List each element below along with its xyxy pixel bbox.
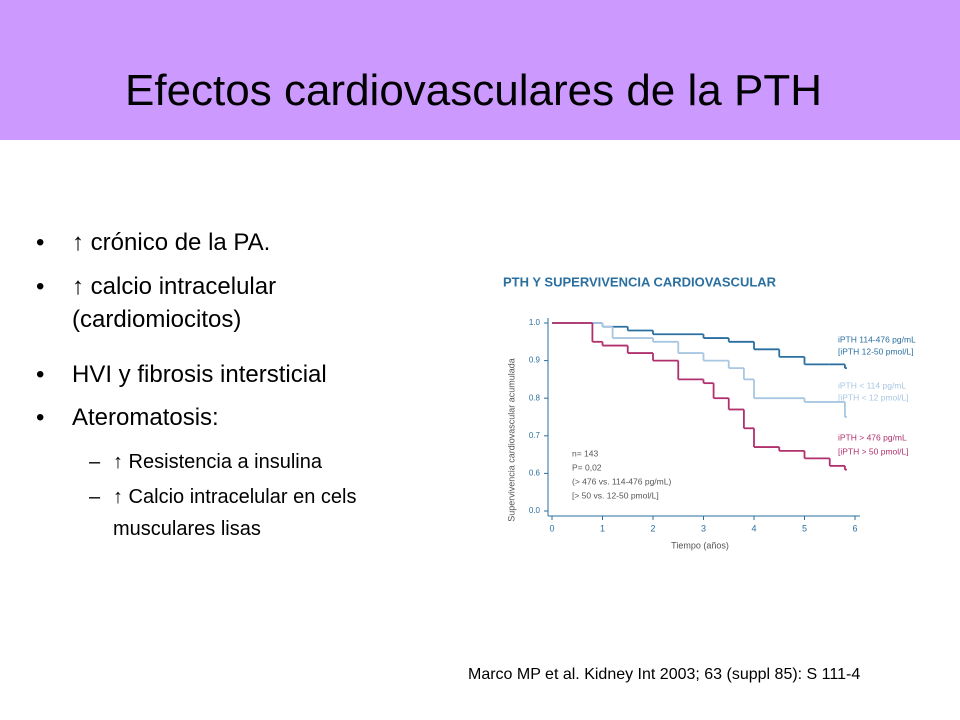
y-axis-label: Supervivencia cardiovascular acumulada [506, 358, 516, 522]
x-tick-label: 6 [852, 523, 857, 533]
chart-title: PTH Y SUPERVIVENCIA CARDIOVASCULAR [503, 274, 777, 289]
bullet: ↑ calcio intracelular (cardiomiocitos) [36, 270, 432, 336]
sub-bullet: ↑ Calcio intracelular en cels musculares… [89, 481, 453, 545]
annotation: [> 50 vs. 12-50 pmol/L] [572, 490, 659, 500]
x-tick-label: 1 [600, 523, 605, 533]
x-tick-label: 3 [701, 523, 706, 533]
y-tick-label: 0.9 [529, 356, 541, 365]
y-tick-label: 0.6 [529, 469, 541, 478]
legend-label: [iPTH < 12 pmol/L] [838, 392, 909, 402]
y-tick-label: 0.7 [529, 431, 541, 440]
slide-title: Efectos cardiovasculares de la PTH [125, 66, 822, 115]
x-tick-label: 5 [802, 523, 807, 533]
citation: Marco MP et al. Kidney Int 2003; 63 (sup… [468, 666, 861, 683]
y-tick-label: 0.0 [529, 506, 541, 515]
legend-label: iPTH > 476 pg/mL [838, 432, 907, 442]
bullet: HVI y fibrosis intersticial [36, 358, 432, 391]
annotation: n= 143 [572, 448, 599, 458]
annotation: P= 0,02 [572, 462, 602, 472]
y-tick-label: 0.8 [529, 393, 541, 402]
x-tick-label: 0 [549, 523, 554, 533]
sub-bullet: ↑ Resistencia a insulina [89, 446, 453, 478]
legend-label: iPTH 114-476 pg/mL [838, 334, 916, 344]
annotation: (> 476 vs. 114-476 pg/mL) [572, 476, 671, 486]
legend-label: iPTH < 114 pg/mL [838, 380, 906, 390]
x-tick-label: 4 [751, 523, 756, 533]
legend-label: [iPTH 12-50 pmol/L] [838, 346, 914, 356]
y-tick-label: 1.0 [529, 318, 541, 327]
x-axis-label: Tiempo (años) [671, 540, 729, 550]
bullet: Ateromatosis: [36, 401, 432, 434]
header-band [0, 0, 960, 140]
x-tick-label: 2 [650, 523, 655, 533]
bullet: ↑ crónico de la PA. [36, 226, 432, 259]
legend-label: [iPTH > 50 pmol/L] [838, 446, 909, 456]
